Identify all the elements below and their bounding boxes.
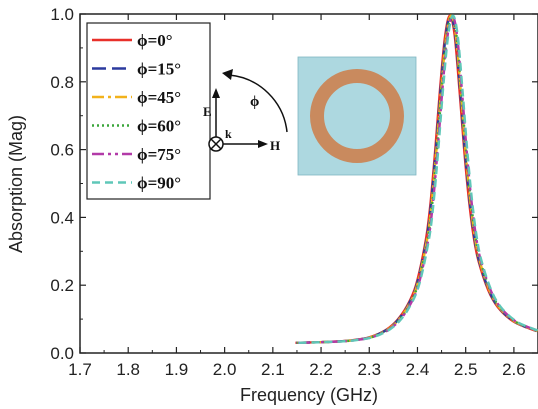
y-axis-title: Absorption (Mag) bbox=[6, 115, 26, 253]
x-tick-label: 1.8 bbox=[116, 360, 140, 379]
x-tick-label: 2.6 bbox=[502, 360, 526, 379]
x-tick-label: 2.0 bbox=[213, 360, 237, 379]
polarization-diagram: E H k ϕ bbox=[203, 69, 288, 153]
legend-label-3: ϕ=60° bbox=[137, 117, 181, 136]
unit-cell-ring bbox=[310, 69, 404, 163]
e-field-arrowhead-icon bbox=[212, 88, 220, 98]
y-tick-label: 0.6 bbox=[50, 141, 74, 160]
x-tick-label: 2.1 bbox=[261, 360, 285, 379]
x-tick-label: 2.4 bbox=[406, 360, 430, 379]
ticks-layer: 1.7 1.8 1.9 2.0 2.1 2.2 2.3 2.4 2.5 2.6 0.0 0.2 0.4 0… bbox=[50, 5, 538, 379]
x-tick-label: 2.3 bbox=[357, 360, 381, 379]
legend-label-2: ϕ=45° bbox=[137, 88, 181, 107]
h-field-label: H bbox=[270, 138, 280, 153]
k-label: k bbox=[225, 127, 232, 141]
x-tick-label: 1.9 bbox=[165, 360, 189, 379]
y-tick-label: 0.8 bbox=[50, 73, 74, 92]
series-line-5 bbox=[298, 14, 538, 345]
e-field-label: E bbox=[203, 104, 212, 119]
legend-label-0: ϕ=0° bbox=[137, 31, 173, 50]
unit-cell-inset bbox=[297, 56, 417, 176]
y-tick-label: 0.4 bbox=[50, 208, 74, 227]
legend-label-4: ϕ=75° bbox=[137, 145, 181, 164]
k-cross-line-2 bbox=[210, 138, 222, 150]
x-tick-label: 2.5 bbox=[454, 360, 478, 379]
legend-label-1: ϕ=15° bbox=[137, 60, 181, 79]
phi-arrowhead-icon bbox=[222, 69, 233, 80]
legend-frame bbox=[86, 22, 211, 200]
h-field-arrowhead-icon bbox=[258, 140, 268, 148]
x-tick-label: 2.2 bbox=[309, 360, 333, 379]
phi-rotation-arc bbox=[228, 74, 288, 133]
y-tick-label: 0.0 bbox=[50, 344, 74, 363]
legend: ϕ=0° ϕ=15° ϕ=45° ϕ=60° ϕ=75° ϕ=90° bbox=[86, 22, 211, 200]
phi-label: ϕ bbox=[250, 94, 259, 110]
series-layer bbox=[295, 14, 538, 345]
legend-label-5: ϕ=90° bbox=[137, 174, 181, 193]
y-tick-label: 1.0 bbox=[50, 5, 74, 24]
y-tick-label: 0.2 bbox=[50, 276, 74, 295]
x-axis-title: Frequency (GHz) bbox=[240, 385, 378, 405]
x-tick-label: 1.7 bbox=[68, 360, 92, 379]
